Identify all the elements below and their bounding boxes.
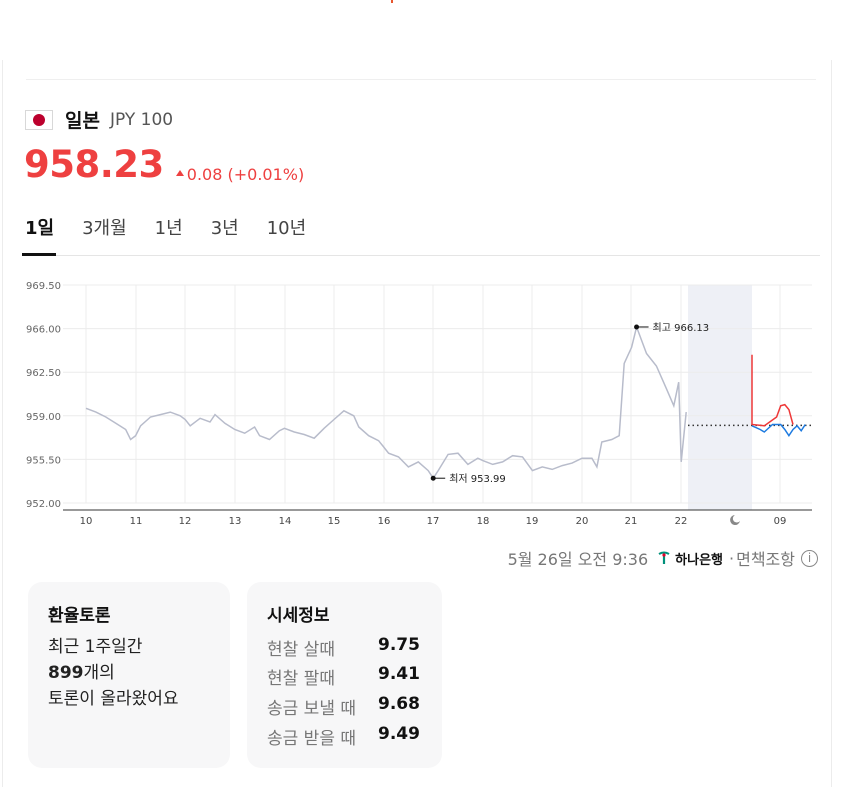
rate-label: 현찰 살때	[267, 640, 335, 660]
rate-row: 현찰 살때 9.75	[267, 635, 437, 660]
x-tick-label: 16	[378, 516, 391, 527]
discussion-line3: 토론이 올라왔어요	[48, 689, 179, 709]
y-tick-label: 962.50	[26, 368, 61, 379]
current-price: 958.23	[24, 143, 164, 186]
price-change: 0.08 (+0.01%)	[175, 164, 305, 184]
moon-icon	[730, 515, 740, 525]
discussion-line1: 최근 1주일간	[48, 637, 143, 657]
rate-label: 송금 보낼 때	[267, 699, 357, 719]
rate-value: 9.68	[378, 694, 420, 714]
discussion-count: 899	[48, 663, 84, 683]
tab-1year[interactable]: 1년	[154, 218, 183, 239]
top-accent-mark	[391, 0, 393, 3]
discussion-summary: 최근 1주일간 899개의 토론이 올라왔어요	[48, 634, 179, 712]
tab-3months[interactable]: 3개월	[82, 218, 127, 239]
period-tabs: 1일 3개월 1년 3년 10년	[25, 214, 334, 240]
update-timestamp: 5월 26일 오전 9:36	[507, 550, 649, 569]
bank-source: 하나은행	[656, 549, 723, 568]
tab-1day[interactable]: 1일	[25, 218, 55, 239]
rate-label: 송금 받을 때	[267, 729, 357, 749]
top-divider	[26, 79, 816, 80]
rate-row: 현찰 팔때 9.41	[267, 664, 437, 689]
discussion-count-line: 899개의	[48, 660, 179, 686]
rate-label: 현찰 팔때	[267, 669, 335, 689]
japan-flag-icon	[25, 109, 53, 130]
price-change-value: 0.08 (+0.01%)	[186, 164, 305, 184]
rate-value: 9.75	[378, 635, 420, 655]
x-tick-label: 17	[427, 516, 440, 527]
x-tick-label: 21	[625, 516, 638, 527]
rate-value: 9.49	[378, 724, 420, 744]
market-info-title: 시세정보	[267, 606, 330, 626]
up-arrow-icon	[175, 170, 184, 176]
discussion-card[interactable]: 환율토론 최근 1주일간 899개의 토론이 올라왔어요	[28, 582, 230, 768]
bank-name: 하나은행	[675, 552, 724, 568]
x-tick-label: 12	[179, 516, 192, 527]
x-tick-label: 20	[576, 516, 589, 527]
x-tick-label: 13	[229, 516, 242, 527]
series-line	[751, 423, 806, 438]
low-label: 최저 953.99	[449, 473, 506, 485]
disclaimer-link[interactable]: 면책조항	[736, 550, 795, 569]
series-line	[85, 324, 687, 480]
y-tick-label: 952.00	[26, 499, 61, 510]
price-row: 958.23 0.08 (+0.01%)	[24, 143, 304, 186]
country-name: 일본	[65, 110, 100, 132]
x-tick-label: 10	[80, 516, 93, 527]
rate-row: 송금 보낼 때 9.68	[267, 694, 437, 719]
tab-3years[interactable]: 3년	[210, 218, 239, 239]
card-border	[2, 60, 832, 787]
chart-footer: 5월 26일 오전 9:36 하나은행 · 면책조항 i	[508, 546, 818, 570]
x-tick-label: 11	[130, 516, 143, 527]
x-tick-label: 14	[279, 516, 292, 527]
rate-row: 송금 받을 때 9.49	[267, 724, 437, 749]
currency-header: 일본 JPY 100	[25, 106, 173, 133]
x-tick-label: 22	[675, 516, 688, 527]
y-tick-label: 955.50	[26, 455, 61, 466]
x-tick-label: 09	[774, 516, 787, 527]
discussion-title: 환율토론	[48, 606, 111, 626]
y-tick-label: 966.00	[26, 325, 61, 336]
tabs-divider	[22, 255, 820, 256]
night-session-area	[688, 285, 752, 510]
x-tick-label: 19	[526, 516, 539, 527]
currency-code: JPY 100	[109, 109, 174, 130]
hana-bank-logo-icon	[658, 551, 670, 564]
y-tick-label: 969.50	[26, 281, 61, 292]
tab-10years[interactable]: 10년	[266, 218, 307, 239]
high-label: 최고 966.13	[653, 322, 710, 334]
rate-value: 9.41	[378, 664, 420, 684]
discussion-count-suffix: 개의	[83, 663, 115, 683]
footer-separator: ·	[729, 548, 735, 568]
market-info-card[interactable]: 시세정보 현찰 살때 9.75 현찰 팔때 9.41 송금 보낼 때 9.68 …	[247, 582, 442, 768]
exchange-rate-chart[interactable]: 969.50 966.00 962.50 959.00 955.50 952.00 10 11…	[0, 270, 850, 532]
info-icon[interactable]: i	[801, 549, 818, 567]
series-line	[751, 354, 794, 427]
x-tick-label: 18	[477, 516, 490, 527]
x-tick-label: 15	[328, 516, 341, 527]
y-tick-label: 959.00	[26, 412, 61, 423]
active-tab-indicator	[22, 253, 56, 256]
